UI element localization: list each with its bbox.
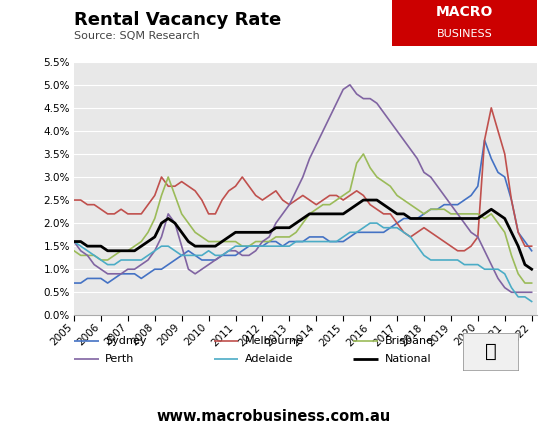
Text: Perth: Perth: [105, 354, 135, 363]
Text: BUSINESS: BUSINESS: [437, 29, 492, 39]
Perth: [528, 290, 535, 295]
Perth: [158, 234, 165, 239]
Perth: [104, 271, 111, 277]
Adelaide: [219, 253, 225, 258]
Sydney: [158, 266, 165, 272]
Melbourne: [145, 202, 151, 207]
Perth: [522, 290, 528, 295]
Text: www.macrobusiness.com.au: www.macrobusiness.com.au: [157, 409, 391, 424]
National: [104, 248, 111, 254]
Perth: [427, 174, 434, 179]
Sydney: [528, 248, 535, 254]
Adelaide: [528, 299, 535, 304]
Melbourne: [421, 225, 427, 230]
National: [71, 239, 77, 244]
Text: Melbourne: Melbourne: [245, 336, 304, 346]
Sydney: [225, 253, 232, 258]
Melbourne: [454, 248, 461, 254]
Melbourne: [522, 243, 528, 249]
Brisbane: [145, 230, 151, 235]
Text: Sydney: Sydney: [105, 336, 147, 346]
Line: Sydney: Sydney: [74, 140, 532, 283]
National: [528, 266, 535, 272]
Line: Adelaide: Adelaide: [74, 223, 532, 302]
Brisbane: [427, 207, 434, 212]
National: [158, 220, 165, 226]
Line: Brisbane: Brisbane: [74, 154, 532, 283]
Brisbane: [158, 193, 165, 198]
Line: National: National: [74, 200, 532, 269]
Text: MACRO: MACRO: [436, 5, 493, 19]
Text: 🐺: 🐺: [484, 342, 496, 361]
Melbourne: [71, 198, 77, 203]
Sydney: [104, 280, 111, 286]
National: [225, 234, 232, 239]
Text: Brisbane: Brisbane: [385, 336, 433, 346]
Adelaide: [71, 239, 77, 244]
Sydney: [219, 253, 225, 258]
Line: Melbourne: Melbourne: [74, 108, 532, 251]
Text: National: National: [385, 354, 431, 363]
Adelaide: [333, 239, 340, 244]
National: [360, 198, 367, 203]
Perth: [71, 239, 77, 244]
National: [333, 211, 340, 217]
Brisbane: [360, 151, 367, 157]
Sydney: [333, 239, 340, 244]
Line: Perth: Perth: [74, 85, 532, 292]
Melbourne: [158, 174, 165, 179]
Brisbane: [71, 248, 77, 254]
Adelaide: [158, 243, 165, 249]
National: [522, 262, 528, 267]
Brisbane: [522, 280, 528, 286]
Adelaide: [225, 248, 232, 254]
Adelaide: [104, 262, 111, 267]
Melbourne: [488, 105, 494, 111]
Text: Source: SQM Research: Source: SQM Research: [74, 31, 199, 41]
National: [219, 239, 225, 244]
Adelaide: [367, 220, 373, 226]
Sydney: [481, 138, 488, 143]
Brisbane: [104, 258, 111, 263]
Melbourne: [104, 211, 111, 217]
Perth: [333, 101, 340, 106]
Perth: [508, 290, 515, 295]
Melbourne: [333, 193, 340, 198]
Adelaide: [522, 294, 528, 299]
Sydney: [71, 280, 77, 286]
Perth: [347, 82, 353, 87]
Sydney: [522, 239, 528, 244]
Perth: [145, 258, 151, 263]
Text: Adelaide: Adelaide: [245, 354, 294, 363]
Brisbane: [515, 271, 522, 277]
Brisbane: [528, 280, 535, 286]
Text: Rental Vacancy Rate: Rental Vacancy Rate: [74, 11, 281, 29]
Brisbane: [333, 198, 340, 203]
Melbourne: [528, 243, 535, 249]
